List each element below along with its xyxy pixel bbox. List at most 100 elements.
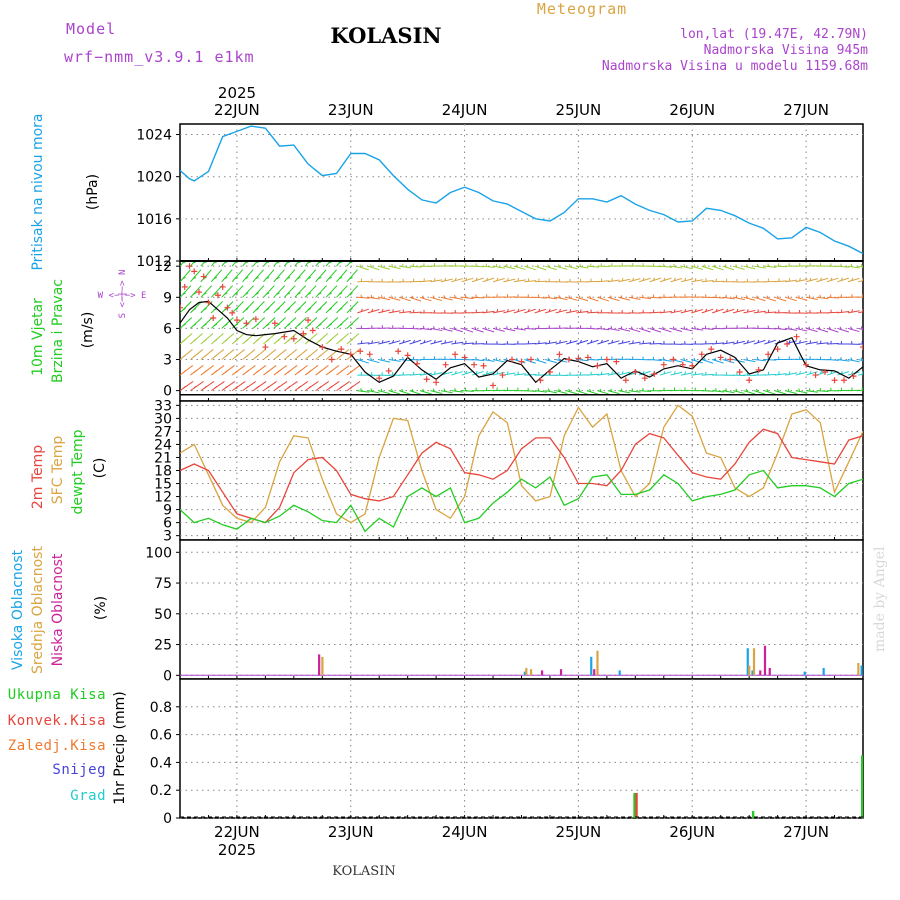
wind-gust-marker: [679, 361, 686, 368]
wind-barb: [378, 340, 391, 345]
wind-barb: [294, 301, 307, 314]
wind-barb: [670, 277, 683, 283]
wind-barb: [190, 333, 203, 345]
wind-barb: [346, 365, 361, 376]
wind-barb-tick: [182, 292, 186, 295]
wind-barb-tick: [317, 261, 322, 264]
wind-barb-tick: [182, 370, 186, 374]
wind-barb: [252, 301, 265, 314]
wind-gust-marker: [205, 299, 212, 306]
wind-barb: [816, 390, 829, 393]
wind-gust-marker: [233, 317, 240, 324]
wind-barb: [638, 277, 651, 283]
temp-2m-line: [180, 428, 863, 524]
wind-barb-tick: [307, 308, 312, 311]
wind-barb: [263, 285, 275, 298]
wind-barb: [701, 373, 714, 376]
wind-barb: [649, 327, 662, 333]
wind-barb: [325, 301, 338, 314]
wind-barb-tick: [318, 385, 322, 389]
wind-barb: [294, 333, 308, 345]
wind-gust-marker: [414, 360, 421, 367]
wind-barb-tick: [496, 309, 499, 313]
wind-barb: [847, 277, 860, 283]
dewpoint-line: [180, 469, 863, 533]
wind-barb-tick: [526, 357, 529, 361]
wind-barb: [847, 265, 860, 269]
wind-barb-tick: [621, 277, 624, 282]
wind-barb: [440, 278, 453, 283]
wind-barb-tick: [214, 354, 218, 358]
wind-barb-tick: [808, 295, 811, 299]
wind-barb: [524, 359, 536, 364]
precip-legend-total: Ukupna Kisa: [8, 687, 106, 703]
wind-gust-marker: [499, 372, 506, 379]
wind-barb: [701, 279, 714, 283]
wind-barb-tick: [224, 385, 228, 389]
wind-barb: [659, 327, 672, 333]
wind-gust-marker: [689, 362, 696, 369]
wind-barb: [691, 373, 704, 376]
pressure-ytick-label: 1016: [136, 212, 172, 228]
watermark: made by Angel: [872, 546, 888, 652]
wind-barb: [210, 261, 217, 267]
wind-barb-tick: [234, 276, 239, 280]
top-day-label: 25JUN: [556, 101, 602, 119]
wind-barb: [336, 333, 349, 345]
wind-barb: [210, 317, 224, 329]
wind-barb-tick: [589, 388, 592, 393]
wind-barb-tick: [559, 340, 561, 344]
wind-barb-tick: [496, 371, 499, 375]
wind-barb-tick: [714, 357, 717, 361]
wind-barb: [565, 296, 578, 301]
wind-barb-tick: [245, 308, 249, 311]
precip-frame: [179, 678, 864, 819]
wind-barb: [492, 265, 505, 269]
wind-barb-tick: [632, 277, 635, 281]
wind-barb: [545, 308, 557, 314]
wind-barb: [315, 317, 328, 329]
wind-barb: [628, 390, 641, 393]
wind-barb-tick: [579, 263, 581, 267]
wind-barb-tick: [203, 308, 207, 311]
wind-barb-tick: [349, 370, 353, 374]
wind-gust-marker: [717, 354, 724, 361]
wind-barb: [712, 308, 724, 314]
wind-gust-marker: [480, 362, 487, 369]
wind-gust-marker: [271, 320, 278, 327]
wind-gust-marker: [803, 361, 810, 368]
wind-barb: [252, 261, 258, 267]
wind-barb-tick: [735, 264, 738, 268]
wind-barb: [200, 285, 213, 298]
station-title: KOLASIN: [330, 23, 441, 48]
wind-barb-tick: [652, 277, 656, 281]
wind-barb-tick: [359, 264, 362, 268]
wind-barb-tick: [663, 370, 666, 375]
wind-gust-marker: [765, 351, 772, 358]
bottom-day-label: 24JUN: [442, 823, 488, 841]
wind-barb: [837, 359, 850, 362]
wind-barb-tick: [662, 357, 665, 361]
precip-bar: [633, 792, 636, 818]
wind-barb-tick: [297, 339, 301, 342]
wind-barb: [534, 359, 547, 364]
cloud-bar: [864, 672, 866, 676]
wind-barb-tick: [214, 385, 218, 389]
wind-barb-tick: [182, 308, 186, 311]
wind-barb-tick: [860, 326, 863, 330]
wind-barb: [701, 327, 714, 330]
wind-barb-tick: [536, 357, 540, 361]
wind-barb: [336, 365, 350, 376]
cloud-bar: [822, 667, 825, 676]
wind-barb-tick: [371, 340, 373, 344]
wind-barb-tick: [506, 264, 508, 268]
wind-barb-tick: [391, 357, 394, 361]
wind-barb-tick: [266, 308, 270, 311]
wind-barb-tick: [746, 339, 749, 344]
wind-barb: [304, 285, 317, 298]
wind-barb-tick: [328, 354, 333, 358]
wind-barb-tick: [276, 276, 280, 280]
top-day-label: 23JUN: [328, 101, 374, 119]
wind-barb: [785, 296, 797, 302]
wind-barb: [586, 296, 599, 302]
